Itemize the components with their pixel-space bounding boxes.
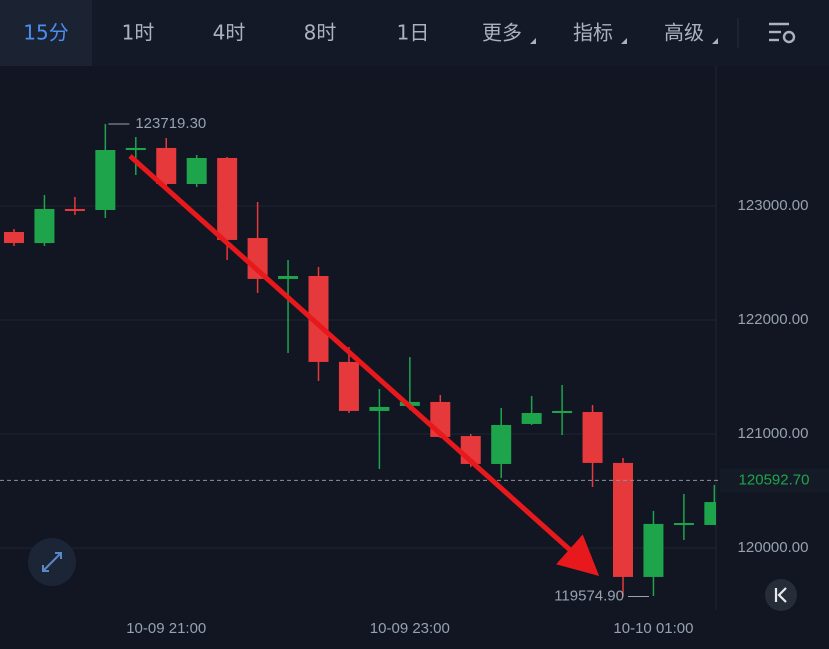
candle-body [643, 523, 664, 577]
candle-body [582, 411, 603, 463]
tab[interactable]: 1时 [122, 21, 155, 45]
candle-body [64, 208, 85, 212]
tab[interactable]: 1日 [397, 21, 430, 45]
tab[interactable]: 指标 [573, 21, 613, 45]
dropdown-caret [621, 38, 627, 44]
candle-body [704, 502, 716, 525]
back-to-latest-button[interactable] [765, 579, 797, 611]
candle-body [338, 361, 359, 411]
y-tick-label: 123000.00 [738, 197, 809, 214]
tab-active-bg [0, 0, 92, 66]
high-label: 123719.30 [135, 115, 206, 132]
candle-body [156, 147, 177, 184]
candle-body [521, 413, 542, 424]
trend-arrow [128, 154, 600, 577]
x-tick-label: 10-10 01:00 [613, 620, 693, 637]
dropdown-caret [530, 38, 536, 44]
candle-body [186, 157, 207, 184]
expand-button[interactable] [28, 538, 76, 586]
candle-body [4, 231, 24, 244]
candle-body [491, 424, 512, 464]
tab[interactable]: 更多 [482, 21, 522, 45]
y-tick-label: 121000.00 [738, 425, 809, 442]
x-tick-label: 10-09 21:00 [126, 620, 206, 637]
tab[interactable]: 8时 [304, 21, 337, 45]
candle-body [613, 462, 633, 577]
candle-body [125, 147, 146, 151]
tab[interactable]: 15分 [23, 21, 68, 45]
last-price-label: 120592.70 [739, 471, 810, 488]
candle-body [369, 406, 390, 411]
candles [4, 123, 716, 597]
candle-body [278, 275, 299, 279]
candle-body [308, 275, 329, 362]
x-tick-label: 10-09 23:00 [370, 620, 450, 637]
candle-body [552, 410, 573, 414]
low-label: 119574.90 [554, 587, 624, 604]
toolbar: 15分 1时 4时 8时 1日 更多 指标 高级 [0, 0, 829, 66]
candle-body [95, 150, 116, 210]
candle-body [217, 157, 238, 240]
dropdown-caret [712, 38, 718, 44]
candle-body [673, 523, 694, 526]
settings-icon[interactable] [769, 22, 796, 44]
y-tick-label: 120000.00 [738, 539, 809, 556]
candle-body [34, 208, 55, 244]
tab[interactable]: 高级 [664, 21, 704, 45]
y-tick-label: 122000.00 [738, 311, 809, 328]
toolbar-bg [0, 0, 829, 66]
last-price-box [720, 468, 829, 493]
tab[interactable]: 4时 [213, 21, 246, 45]
